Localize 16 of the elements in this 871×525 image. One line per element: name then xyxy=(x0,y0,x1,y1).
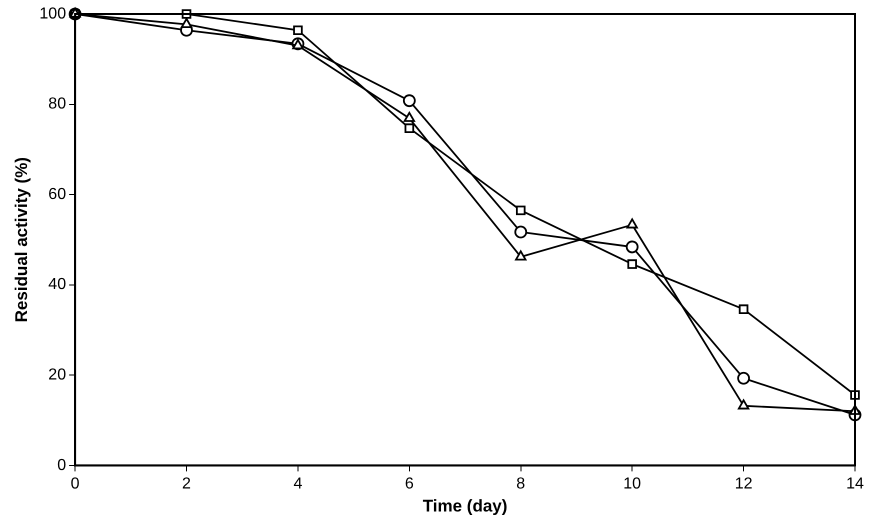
y-tick-label: 40 xyxy=(48,276,66,294)
x-tick-label: 12 xyxy=(734,475,753,492)
y-tick-label: 60 xyxy=(48,186,66,203)
x-tick-label: 6 xyxy=(404,475,414,492)
y-axis-title: Residual activity (%) xyxy=(12,157,31,322)
x-tick-label: 2 xyxy=(182,475,192,492)
x-tick-label: 4 xyxy=(293,475,302,492)
y-tick-label: 80 xyxy=(48,96,66,113)
x-tick-label: 0 xyxy=(70,475,80,492)
y-tick-label: 20 xyxy=(48,366,66,384)
y-tick-label: 100 xyxy=(39,5,66,22)
x-axis-title: Time (day) xyxy=(422,496,508,516)
y-tick-label: 0 xyxy=(57,456,66,474)
x-tick-label: 10 xyxy=(623,475,642,492)
x-tick-label: 14 xyxy=(846,475,864,492)
x-tick-label: 8 xyxy=(516,475,526,492)
